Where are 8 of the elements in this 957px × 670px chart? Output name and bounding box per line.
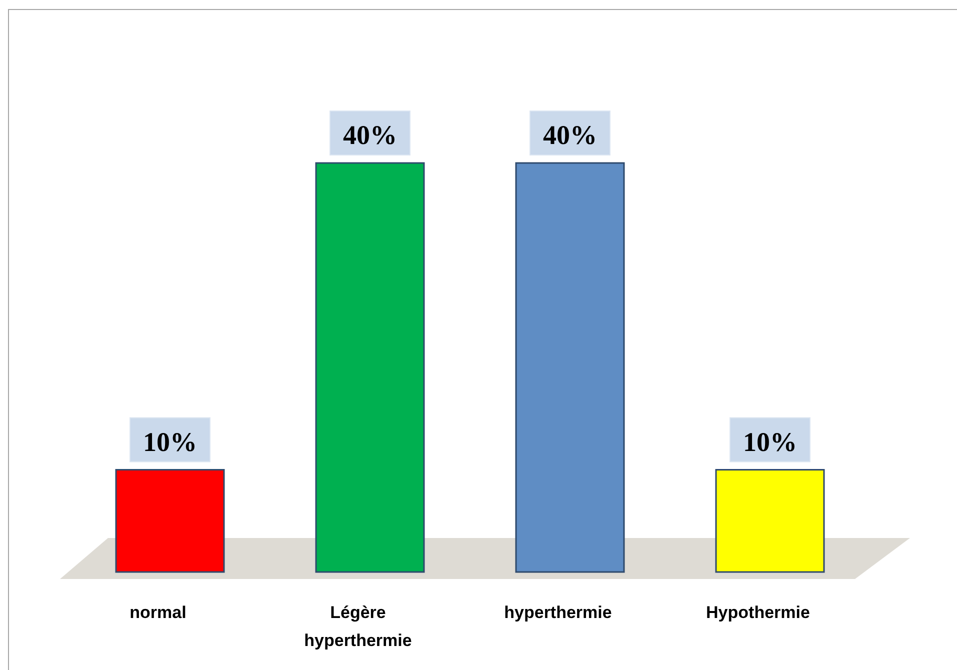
data-label: 40%: [343, 120, 397, 150]
data-label: 10%: [743, 426, 797, 457]
x-tick-label: Hypothermie: [706, 603, 810, 622]
x-tick-label: normal: [130, 603, 186, 622]
data-label: 40%: [543, 120, 597, 150]
x-tick-label: hyperthermie: [504, 603, 612, 622]
data-label: 10%: [143, 426, 197, 457]
x-tick-label: Légère hyperthermie: [304, 603, 412, 650]
